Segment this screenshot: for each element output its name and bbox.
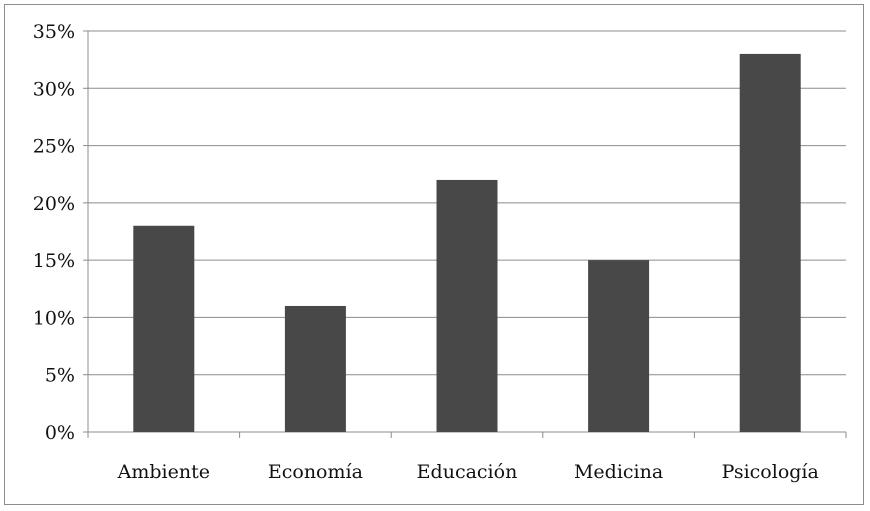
y-tick-label: 15% bbox=[33, 250, 75, 272]
x-tick-label: Economía bbox=[268, 461, 363, 483]
bar-ambiente bbox=[133, 225, 195, 432]
y-tick-label: 5% bbox=[45, 365, 75, 387]
gridlines bbox=[88, 30, 846, 376]
x-tick-label: Ambiente bbox=[117, 461, 210, 483]
bar-psicología bbox=[739, 53, 801, 433]
x-tick-label: Medicina bbox=[574, 461, 663, 483]
x-tick-label: Educación bbox=[417, 461, 518, 483]
y-tick-label: 10% bbox=[33, 307, 75, 329]
x-tick-label: Psicología bbox=[722, 461, 819, 483]
y-tick-label: 25% bbox=[33, 136, 75, 158]
x-tick-labels: Ambiente Economía Educación Medicina Psicolo… bbox=[117, 461, 819, 483]
y-tick-label: 20% bbox=[33, 193, 75, 215]
bar-economía bbox=[284, 305, 346, 432]
bar-educación bbox=[436, 179, 498, 432]
y-tick-labels: 0% 5% 10% 15% 20% 25% 30% 35% bbox=[33, 21, 75, 444]
y-tick-label: 30% bbox=[33, 78, 75, 100]
bars bbox=[133, 53, 801, 433]
y-tick-label: 35% bbox=[33, 21, 75, 43]
bar-medicina bbox=[588, 260, 650, 432]
y-tick-label: 0% bbox=[45, 422, 75, 444]
